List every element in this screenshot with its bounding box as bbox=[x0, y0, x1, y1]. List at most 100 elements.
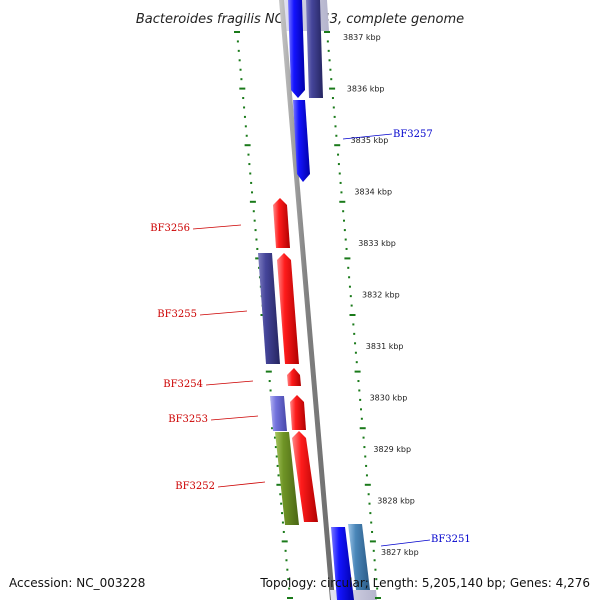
track-tick bbox=[327, 49, 330, 52]
gene-bf3253-lav[interactable] bbox=[270, 396, 287, 431]
track-tick bbox=[374, 568, 377, 571]
track-tick bbox=[279, 493, 282, 496]
track-tick bbox=[375, 578, 378, 581]
track-tick bbox=[328, 59, 331, 62]
label-bf3253[interactable]: BF3253 bbox=[168, 414, 208, 425]
track-tick bbox=[343, 219, 345, 222]
track-tick bbox=[365, 464, 368, 467]
track-tick bbox=[284, 549, 287, 552]
topology-text: Topology: circular; Length: 5,205,140 bp… bbox=[259, 576, 590, 590]
track-tick bbox=[344, 238, 347, 241]
position-label: 3829 kbp bbox=[373, 445, 411, 454]
track-tick bbox=[247, 153, 250, 156]
track-tick bbox=[354, 370, 361, 373]
track-tick bbox=[234, 31, 240, 33]
track-tick bbox=[334, 144, 341, 147]
track-tick bbox=[243, 106, 246, 109]
track-tick bbox=[255, 257, 262, 260]
label-bf3252[interactable]: BF3252 bbox=[175, 481, 215, 492]
gene-bf3251[interactable] bbox=[331, 527, 354, 600]
leader-line bbox=[199, 310, 248, 316]
leader-line bbox=[192, 224, 242, 230]
track-tick bbox=[347, 266, 350, 269]
track-tick bbox=[238, 59, 241, 62]
track-tick bbox=[337, 163, 340, 166]
track-tick bbox=[250, 181, 253, 184]
track-tick bbox=[371, 530, 374, 533]
track-tick bbox=[359, 398, 362, 401]
track-tick bbox=[340, 191, 343, 194]
track-tick bbox=[331, 97, 334, 100]
accession-text: Accession: NC_003228 bbox=[9, 576, 145, 590]
gene-blue-top[interactable] bbox=[288, 0, 305, 98]
track-tick bbox=[364, 483, 371, 486]
track-tick bbox=[369, 540, 376, 543]
position-label: 3833 kbp bbox=[358, 239, 396, 248]
label-bf3254[interactable]: BF3254 bbox=[163, 379, 203, 390]
track-tick bbox=[358, 389, 361, 392]
track-tick bbox=[285, 559, 288, 562]
leader-line bbox=[217, 481, 266, 488]
track-tick bbox=[344, 257, 351, 260]
leader-line bbox=[205, 380, 254, 386]
gene-bf3252[interactable] bbox=[292, 431, 318, 522]
gene-bf3252-green[interactable] bbox=[275, 432, 299, 525]
track-tick bbox=[254, 229, 257, 232]
gene-bf3255[interactable] bbox=[277, 253, 299, 364]
track-tick bbox=[360, 408, 362, 411]
track-tick bbox=[280, 502, 283, 505]
track-tick bbox=[236, 40, 239, 43]
gene-bf3255-navy[interactable] bbox=[258, 253, 280, 364]
track-tick bbox=[251, 191, 254, 194]
gene-bf3254[interactable] bbox=[287, 368, 301, 386]
track-tick bbox=[324, 31, 330, 33]
label-bf3255[interactable]: BF3255 bbox=[157, 309, 197, 320]
track-tick bbox=[348, 276, 351, 279]
track-tick bbox=[353, 332, 356, 335]
track-tick bbox=[335, 134, 338, 137]
track-tick bbox=[337, 153, 340, 156]
track-tick bbox=[345, 247, 348, 250]
track-tick bbox=[252, 210, 255, 213]
position-label: 3832 kbp bbox=[362, 291, 400, 300]
track-tick bbox=[329, 68, 332, 71]
track-tick bbox=[349, 295, 352, 298]
track-tick bbox=[288, 587, 291, 590]
leader-line bbox=[210, 415, 259, 421]
track-tick bbox=[253, 219, 256, 222]
label-bf3251[interactable]: BF3251 bbox=[431, 534, 471, 545]
track-tick bbox=[352, 323, 355, 326]
track-tick bbox=[360, 417, 363, 420]
gene-bf3257[interactable] bbox=[293, 100, 310, 182]
track-tick bbox=[326, 40, 329, 43]
track-tick bbox=[268, 380, 271, 383]
track-tick bbox=[363, 446, 366, 449]
position-label: 3828 kbp bbox=[377, 497, 415, 506]
track-tick bbox=[329, 87, 336, 90]
track-tick bbox=[274, 446, 277, 449]
track-tick bbox=[277, 474, 280, 477]
gene-bf3253[interactable] bbox=[290, 395, 306, 430]
track-tick bbox=[338, 172, 341, 175]
track-tick bbox=[348, 285, 351, 288]
label-bf3256[interactable]: BF3256 bbox=[150, 223, 190, 234]
gene-bf3256[interactable] bbox=[273, 198, 290, 248]
gene-features bbox=[258, 0, 370, 600]
track-tick bbox=[342, 210, 345, 213]
position-scale: 3837 kbp 3836 kbp 3835 kbp 3834 kbp 3833 kbp… bbox=[343, 33, 419, 557]
track-tick bbox=[362, 436, 365, 439]
track-tick bbox=[281, 521, 284, 524]
label-bf3257[interactable]: BF3257 bbox=[393, 129, 433, 140]
track-tick bbox=[368, 502, 371, 505]
track-tick bbox=[244, 144, 251, 147]
leader-line bbox=[380, 539, 431, 547]
gene-bf3251-steel[interactable] bbox=[348, 524, 370, 590]
track-tick bbox=[367, 493, 370, 496]
gene-navy-top[interactable] bbox=[306, 0, 323, 98]
position-label: 3836 kbp bbox=[347, 85, 385, 94]
track-tick bbox=[239, 68, 242, 71]
track-tick bbox=[333, 115, 336, 118]
track-tick bbox=[370, 521, 373, 524]
